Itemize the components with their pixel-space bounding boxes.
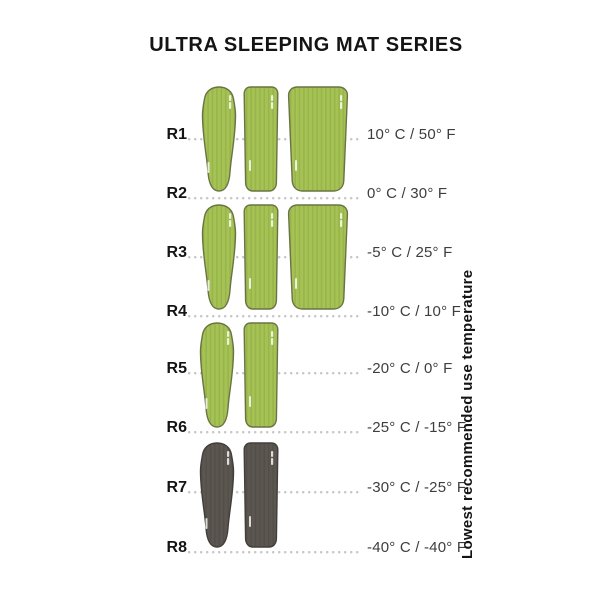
rating-label: R2 [166, 185, 187, 202]
regular-mat-icon [243, 86, 279, 192]
temperature-label: -20° C / 0° F [367, 360, 453, 377]
rating-label: R1 [166, 126, 187, 143]
rating-label: R4 [166, 303, 187, 320]
temperature-label: -5° C / 25° F [367, 244, 453, 261]
rating-row-r2: R2 0° C / 30° F [0, 184, 600, 204]
rating-label: R5 [166, 360, 187, 377]
temperature-label: 0° C / 30° F [367, 185, 448, 202]
rating-label: R3 [166, 244, 187, 261]
rating-row-r6: R6 -25° C / -15° F [0, 418, 600, 438]
dotted-leader-line [188, 197, 360, 200]
temperature-label: -25° C / -15° F [367, 419, 467, 436]
temperature-label: -40° C / -40° F [367, 539, 467, 556]
regular-mat-icon [243, 442, 279, 548]
large-mat-icon [287, 204, 349, 310]
temperature-label: -30° C / -25° F [367, 479, 467, 496]
page-title: ULTRA SLEEPING MAT SERIES [149, 34, 463, 56]
mummy-mat-icon [198, 322, 236, 428]
regular-mat-icon [243, 322, 279, 428]
rating-row-r4: R4 -10° C / 10° F [0, 302, 600, 322]
large-mat-icon [287, 86, 349, 192]
rating-row-r5: R5 -20° C / 0° F [0, 359, 600, 379]
temperature-label: -10° C / 10° F [367, 303, 461, 320]
rating-label: R8 [166, 539, 187, 556]
dotted-leader-line [188, 551, 360, 554]
mummy-mat-icon [198, 442, 236, 548]
rating-label: R6 [166, 419, 187, 436]
temperature-label: 10° C / 50° F [367, 126, 456, 143]
dotted-leader-line [188, 315, 360, 318]
mummy-mat-icon [200, 204, 238, 310]
regular-mat-icon [243, 204, 279, 310]
rating-label: R7 [166, 479, 187, 496]
mummy-mat-icon [200, 86, 238, 192]
rating-row-r8: R8 -40° C / -40° F [0, 538, 600, 558]
rating-row-r7: R7 -30° C / -25° F [0, 478, 600, 498]
axis-label-vertical: Lowest recommended use temperature [459, 269, 476, 559]
dotted-leader-line [188, 431, 360, 434]
